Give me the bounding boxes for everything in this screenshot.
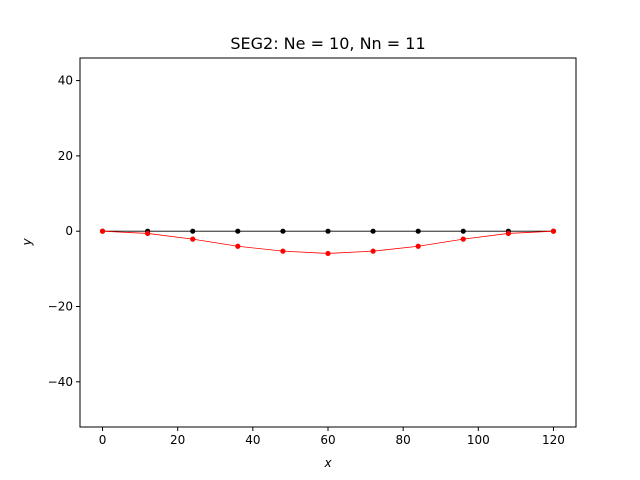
y-tick-label: −20	[48, 300, 73, 314]
series-0-point	[280, 228, 286, 234]
y-axis-label: y	[20, 238, 34, 247]
y-tick-label: −40	[48, 375, 73, 389]
x-axis-label: x	[323, 456, 332, 470]
x-tick-label: 60	[320, 433, 335, 447]
y-axis: −40 −20 0 20 40	[48, 74, 80, 389]
series-1-point	[99, 228, 106, 234]
chart-title: SEG2: Ne = 10, Nn = 11	[230, 34, 425, 53]
y-tick-label: 20	[58, 149, 73, 163]
series-1-point	[280, 248, 286, 254]
series-0-point	[370, 228, 376, 234]
series-layer	[99, 228, 557, 257]
x-tick-label: 80	[396, 433, 411, 447]
x-axis: 0 20 40 60 80 100 120	[99, 427, 565, 447]
x-tick-label: 100	[467, 433, 490, 447]
series-0-point	[235, 228, 241, 234]
series-1-point	[190, 236, 196, 242]
series-0-point	[325, 228, 331, 234]
series-0-point	[460, 228, 466, 234]
series-1-point	[550, 228, 557, 234]
x-tick-label: 0	[99, 433, 107, 447]
series-1-point	[145, 230, 151, 237]
series-1-point	[370, 248, 376, 254]
series-1-point	[505, 230, 511, 237]
series-1-point	[415, 243, 421, 249]
series-1-point	[235, 243, 241, 249]
series-1-point	[460, 236, 466, 242]
series-0-point	[415, 228, 421, 234]
y-tick-label: 40	[58, 74, 73, 88]
y-tick-label: 0	[65, 224, 73, 238]
x-tick-label: 40	[245, 433, 260, 447]
series-1-point	[325, 250, 331, 257]
x-tick-label: 20	[170, 433, 185, 447]
x-tick-label: 120	[542, 433, 565, 447]
series-0-point	[190, 228, 196, 234]
